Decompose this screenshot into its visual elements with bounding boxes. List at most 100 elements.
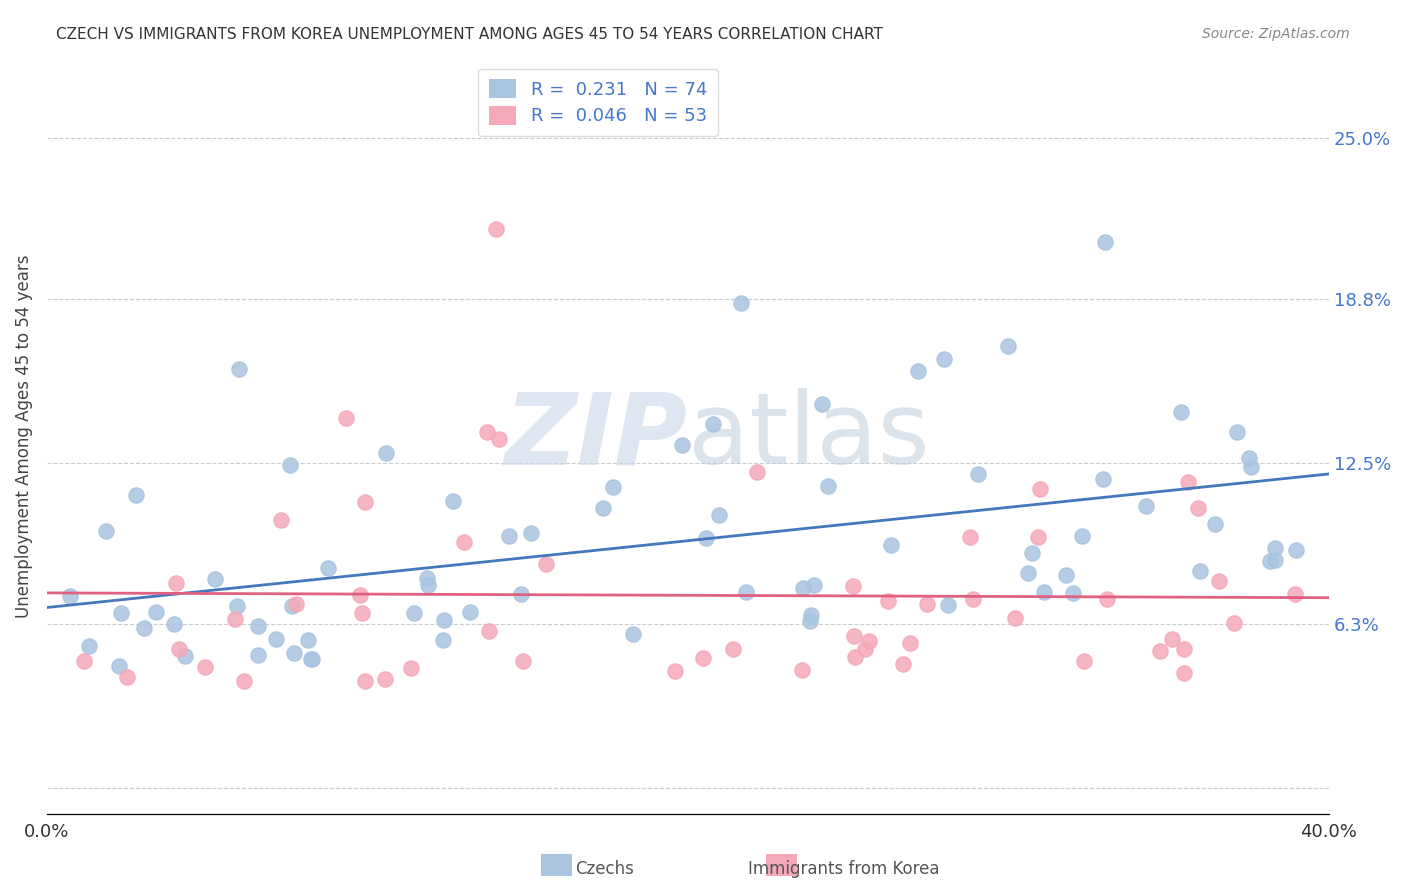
Czechs xyxy=(966,467,988,481)
Czechs xyxy=(1285,542,1308,557)
Immigrants from Korea xyxy=(1073,654,1095,668)
Immigrants from Korea xyxy=(224,612,246,626)
Y-axis label: Unemployment Among Ages 45 to 54 years: Unemployment Among Ages 45 to 54 years xyxy=(15,255,32,618)
Czechs xyxy=(278,458,301,473)
Immigrants from Korea xyxy=(475,425,498,440)
Czechs xyxy=(907,364,929,378)
Czechs xyxy=(695,531,717,545)
Czechs xyxy=(1264,553,1286,567)
Czechs xyxy=(297,632,319,647)
Immigrants from Korea xyxy=(1223,616,1246,631)
Immigrants from Korea xyxy=(664,664,686,678)
Czechs xyxy=(934,351,956,366)
Czechs xyxy=(441,493,464,508)
Immigrants from Korea xyxy=(484,221,506,235)
Immigrants from Korea xyxy=(855,642,877,657)
Czechs xyxy=(1264,541,1286,556)
Czechs xyxy=(226,599,249,614)
Immigrants from Korea xyxy=(488,432,510,446)
Immigrants from Korea xyxy=(536,558,558,572)
Immigrants from Korea xyxy=(745,466,768,480)
Immigrants from Korea xyxy=(1173,666,1195,681)
Czechs xyxy=(228,362,250,376)
Czechs xyxy=(707,508,730,523)
Czechs xyxy=(145,605,167,619)
Immigrants from Korea xyxy=(842,579,865,593)
Text: Source: ZipAtlas.com: Source: ZipAtlas.com xyxy=(1202,27,1350,41)
Czechs xyxy=(997,338,1019,352)
Czechs xyxy=(730,295,752,310)
Immigrants from Korea xyxy=(962,592,984,607)
Czechs xyxy=(77,640,100,654)
Immigrants from Korea xyxy=(959,529,981,543)
Czechs xyxy=(498,528,520,542)
Czechs xyxy=(283,646,305,660)
Czechs xyxy=(880,538,903,552)
Czechs xyxy=(1226,425,1249,439)
Immigrants from Korea xyxy=(1149,643,1171,657)
Immigrants from Korea xyxy=(165,575,187,590)
Czechs xyxy=(1092,472,1115,486)
Immigrants from Korea xyxy=(790,663,813,677)
Immigrants from Korea xyxy=(512,654,534,668)
Immigrants from Korea xyxy=(354,494,377,508)
Immigrants from Korea xyxy=(233,674,256,689)
Czechs xyxy=(702,417,724,431)
Immigrants from Korea xyxy=(1187,500,1209,515)
Czechs xyxy=(1204,516,1226,531)
Immigrants from Korea xyxy=(692,651,714,665)
Immigrants from Korea xyxy=(858,633,880,648)
Immigrants from Korea xyxy=(374,672,396,686)
Czechs xyxy=(1062,586,1084,600)
Immigrants from Korea xyxy=(1095,591,1118,606)
Czechs xyxy=(1188,564,1211,578)
Czechs xyxy=(811,397,834,411)
Czechs xyxy=(110,606,132,620)
Czechs xyxy=(59,589,82,603)
Immigrants from Korea xyxy=(1004,611,1026,625)
Immigrants from Korea xyxy=(1208,574,1230,588)
Czechs xyxy=(520,525,543,540)
Immigrants from Korea xyxy=(721,642,744,657)
Immigrants from Korea xyxy=(349,588,371,602)
Czechs xyxy=(1170,405,1192,419)
Czechs xyxy=(602,480,624,494)
Immigrants from Korea xyxy=(915,597,938,611)
Czechs xyxy=(264,632,287,646)
Immigrants from Korea xyxy=(453,535,475,549)
Czechs xyxy=(1021,546,1043,560)
Czechs xyxy=(792,581,814,595)
Czechs xyxy=(375,446,398,460)
Immigrants from Korea xyxy=(1173,642,1195,657)
Immigrants from Korea xyxy=(399,661,422,675)
Czechs xyxy=(1237,450,1260,465)
Text: Czechs: Czechs xyxy=(575,860,634,878)
Czechs xyxy=(458,605,481,619)
Czechs xyxy=(735,585,758,599)
Czechs xyxy=(299,651,322,665)
Czechs xyxy=(1071,529,1094,543)
Czechs xyxy=(1094,235,1116,249)
Immigrants from Korea xyxy=(1177,475,1199,490)
Immigrants from Korea xyxy=(898,636,921,650)
Text: Immigrants from Korea: Immigrants from Korea xyxy=(748,860,939,878)
Immigrants from Korea xyxy=(1029,482,1052,496)
Czechs xyxy=(1240,460,1263,475)
Czechs xyxy=(1258,554,1281,568)
Czechs xyxy=(432,632,454,647)
Czechs xyxy=(162,617,184,632)
Text: CZECH VS IMMIGRANTS FROM KOREA UNEMPLOYMENT AMONG AGES 45 TO 54 YEARS CORRELATIO: CZECH VS IMMIGRANTS FROM KOREA UNEMPLOYM… xyxy=(56,27,883,42)
Immigrants from Korea xyxy=(352,606,374,620)
Immigrants from Korea xyxy=(891,657,914,671)
Immigrants from Korea xyxy=(844,629,866,643)
Immigrants from Korea xyxy=(1026,530,1049,544)
Immigrants from Korea xyxy=(72,654,94,668)
Czechs xyxy=(803,578,825,592)
Immigrants from Korea xyxy=(876,594,898,608)
Immigrants from Korea xyxy=(117,669,139,683)
Czechs xyxy=(936,598,959,612)
Czechs xyxy=(800,607,823,622)
Czechs xyxy=(1033,585,1056,599)
Czechs xyxy=(204,572,226,586)
Czechs xyxy=(281,599,304,613)
